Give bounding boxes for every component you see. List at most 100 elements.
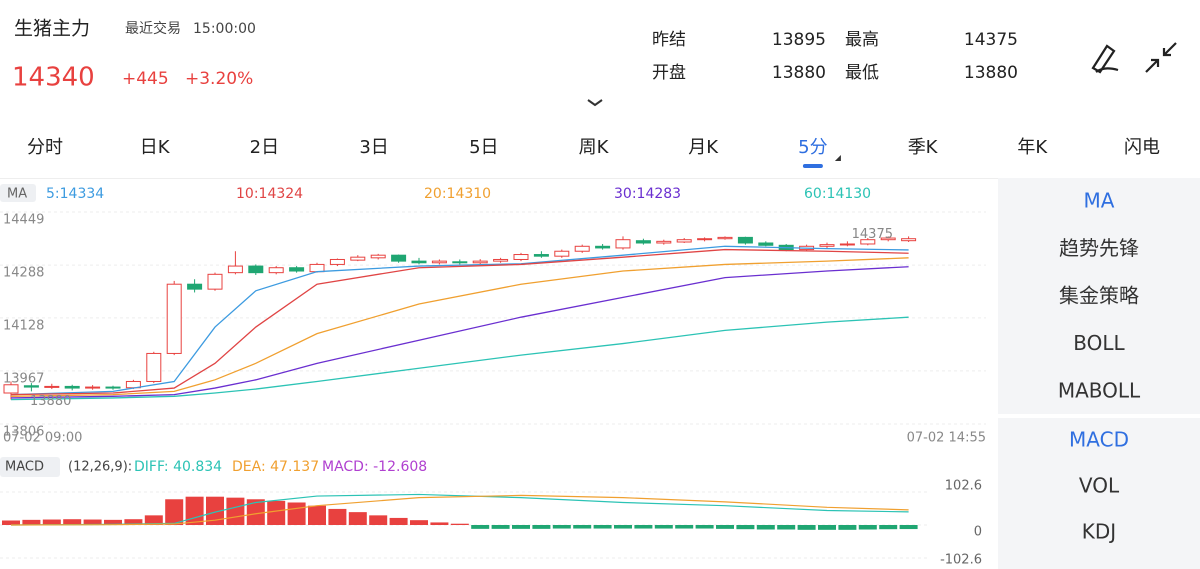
tab[interactable]: 日K [140, 137, 171, 158]
low-label: 13880 [30, 394, 71, 409]
ma-line [10, 257, 909, 397]
macd-bar [348, 512, 367, 525]
candle-body [595, 245, 611, 249]
macd-bar [532, 525, 551, 529]
tab[interactable]: 闪电 [1124, 137, 1160, 158]
macd-bar [512, 525, 530, 529]
macd-bar [654, 525, 673, 529]
candle-body [309, 263, 325, 273]
indicator-option[interactable]: 趋势先锋 [1059, 236, 1139, 260]
macd-bar [267, 500, 286, 525]
candle-body [656, 240, 672, 244]
macd-title: MACD [5, 460, 44, 475]
macd-bar [246, 499, 265, 525]
candle-body [758, 242, 774, 246]
ma-line [10, 316, 909, 401]
indicator-option[interactable]: BOLL [1073, 331, 1125, 355]
tab-dropdown [834, 155, 841, 161]
trade-label: 最近交易 [125, 20, 181, 37]
candle-body [268, 267, 284, 274]
candle-body [105, 386, 121, 389]
candle-body [839, 243, 855, 246]
edit-icon[interactable] [1091, 44, 1119, 74]
candle-body [248, 265, 264, 274]
macd-badge [0, 457, 60, 477]
sub-indicator-panel [998, 418, 1200, 569]
ma-badge [0, 184, 36, 202]
macd-bar [756, 525, 775, 530]
indicator-option[interactable]: 集金策略 [1059, 284, 1139, 308]
candle-body [3, 384, 19, 394]
candle-body [533, 254, 549, 257]
macd-bar [736, 525, 755, 530]
tab[interactable]: 2日 [250, 137, 279, 158]
macd-bar [818, 525, 836, 530]
y-tick-label: 14128 [3, 318, 44, 333]
macd-bar [879, 525, 898, 530]
candle-body [187, 283, 203, 290]
candle-body [697, 238, 713, 241]
macd-bar [430, 522, 449, 525]
macd-bar [491, 525, 510, 529]
contract-title: 生猪主力 [14, 18, 90, 40]
macd-bar [614, 525, 632, 529]
x-end-label: 07-02 14:55 [907, 431, 986, 446]
stat-value: 13880 [772, 63, 826, 83]
candle-body [880, 237, 896, 241]
y-tick-label: -102.6 [940, 553, 982, 568]
macd-bar [634, 525, 653, 529]
candle-body [901, 238, 917, 242]
candle-body [472, 260, 488, 264]
tab[interactable]: 分时 [27, 137, 63, 158]
macd-bar [471, 525, 490, 529]
macd-bar [410, 520, 428, 525]
macd-bar [573, 525, 592, 529]
stat-value: 13895 [772, 30, 826, 50]
candle-body [166, 283, 182, 354]
ma-line [10, 248, 909, 396]
stat-label: 最低 [845, 63, 879, 83]
tab-indicator [802, 164, 823, 168]
tab[interactable]: 月K [688, 137, 719, 158]
candle-body [411, 260, 427, 264]
tab[interactable]: 3日 [359, 137, 388, 158]
tab[interactable]: 5日 [469, 137, 498, 158]
y-tick-label: 14288 [3, 266, 44, 281]
ma-legend-entry: 5:14334 [46, 186, 104, 202]
y-tick-label: 14449 [3, 213, 44, 228]
candle-body [23, 385, 39, 388]
macd-bar [104, 519, 122, 525]
macd-bar [716, 525, 734, 529]
tab[interactable]: 周K [579, 137, 610, 158]
candle-body [64, 385, 80, 389]
macd-bar [185, 496, 204, 525]
ma-line [10, 245, 909, 396]
candle-body [391, 254, 407, 262]
candle-body [370, 254, 386, 259]
indicator-option[interactable]: MACD [1069, 428, 1129, 452]
expand-arrow[interactable] [587, 99, 603, 107]
stat-label: 最高 [845, 30, 879, 50]
y-tick-label: 13967 [3, 371, 44, 386]
macd-bar [675, 525, 694, 529]
candle-body [513, 254, 529, 260]
indicator-option[interactable]: MABOLL [1058, 379, 1141, 403]
indicator-option[interactable]: VOL [1079, 474, 1120, 498]
macd-bar [450, 523, 469, 525]
candle-body [493, 258, 509, 262]
macd-bar [899, 525, 918, 530]
tab[interactable]: 5分 [798, 137, 827, 158]
indicator-option[interactable]: MA [1084, 189, 1115, 213]
x-start-label: 07-02 09:00 [3, 431, 82, 446]
stat-label: 开盘 [652, 63, 686, 83]
macd-bar [328, 508, 347, 525]
stat-value: 13880 [964, 63, 1018, 83]
macd-bar [165, 499, 184, 525]
tab[interactable]: 年K [1017, 137, 1048, 158]
candle-body [615, 239, 631, 249]
stat-value: 14375 [964, 30, 1018, 50]
indicator-option[interactable]: KDJ [1082, 520, 1116, 544]
tab[interactable]: 季K [908, 137, 939, 158]
collapse-icon[interactable] [1145, 42, 1177, 73]
